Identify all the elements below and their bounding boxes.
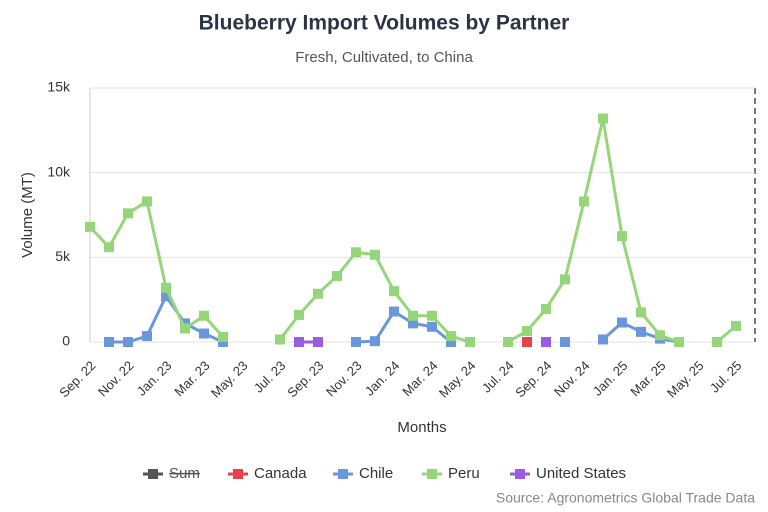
point — [218, 331, 228, 342]
point — [313, 288, 323, 299]
x-tick-label: Sep. 22 — [56, 358, 98, 400]
point — [636, 307, 646, 318]
point — [541, 303, 551, 314]
x-tick-label: Nov. 23 — [323, 358, 365, 400]
source: Source: Agronometrics Global Trade Data — [496, 490, 755, 506]
point — [313, 337, 323, 347]
y-axis-label: Volume (MT) — [19, 172, 36, 258]
point — [522, 337, 532, 347]
x-tick-label: Jul. 23 — [251, 358, 289, 396]
point — [104, 242, 114, 253]
point — [161, 282, 171, 293]
series-line — [278, 250, 471, 344]
point — [123, 208, 133, 219]
y-tick-label: 0 — [62, 333, 70, 349]
point — [503, 337, 513, 347]
point — [446, 331, 456, 342]
point — [389, 286, 399, 297]
point — [541, 337, 551, 347]
point — [161, 291, 171, 302]
x-tick-label: Mar. 23 — [171, 358, 212, 399]
x-tick-label: May. 25 — [664, 358, 707, 401]
x-tick-label: May. 24 — [436, 358, 479, 401]
point — [142, 331, 152, 342]
legend-label[interactable]: Canada — [254, 465, 307, 482]
legend-label[interactable]: Sum — [169, 465, 200, 482]
point — [294, 309, 304, 320]
point — [142, 196, 152, 207]
x-axis-label: Months — [397, 419, 446, 436]
point — [104, 337, 114, 347]
point — [712, 337, 722, 347]
point — [446, 337, 456, 347]
x-tick-label: May. 23 — [208, 358, 251, 401]
x-tick-label: Sep. 24 — [512, 358, 554, 400]
point — [655, 330, 665, 341]
point — [560, 274, 570, 285]
x-tick-label: Jul. 25 — [707, 358, 745, 396]
point — [199, 310, 209, 321]
point — [85, 221, 95, 232]
legend-label[interactable]: Chile — [359, 465, 393, 482]
point — [218, 337, 228, 347]
point — [123, 337, 133, 347]
x-tick-label: Jan. 23 — [134, 358, 175, 399]
x-tick-label: Nov. 24 — [551, 358, 593, 400]
x-tick-label: Nov. 22 — [95, 358, 137, 400]
y-tick-label: 10k — [47, 163, 71, 179]
point — [731, 320, 741, 331]
legend-swatch — [427, 469, 437, 479]
point — [560, 337, 570, 347]
x-tick-label: Mar. 25 — [627, 358, 668, 399]
point — [598, 334, 608, 345]
point — [408, 318, 418, 329]
x-tick-label: Jan. 24 — [362, 358, 403, 399]
x-tick-label: Jan. 25 — [590, 358, 631, 399]
legend-label[interactable]: Peru — [448, 465, 480, 482]
point — [427, 321, 437, 332]
point — [199, 328, 209, 339]
point — [370, 336, 380, 347]
point — [351, 247, 361, 258]
legend-swatch — [233, 469, 243, 479]
point — [522, 325, 532, 336]
point — [579, 196, 589, 207]
x-tick-label: Mar. 24 — [399, 358, 440, 399]
point — [617, 231, 627, 242]
chart-title: Blueberry Import Volumes by Partner — [199, 12, 570, 35]
point — [617, 317, 627, 328]
legend-swatch — [338, 469, 348, 479]
point — [275, 334, 285, 345]
y-tick-label: 15k — [47, 79, 71, 95]
point — [389, 306, 399, 317]
point — [351, 337, 361, 347]
point — [674, 337, 684, 347]
point — [427, 310, 437, 321]
point — [598, 113, 608, 124]
legend-label[interactable]: United States — [536, 465, 626, 482]
point — [465, 337, 475, 347]
point — [332, 270, 342, 281]
point — [180, 323, 190, 334]
legend-swatch — [515, 469, 525, 479]
point — [408, 310, 418, 321]
point — [180, 318, 190, 329]
x-tick-label: Jul. 24 — [479, 358, 517, 396]
series-line — [507, 116, 680, 344]
point — [370, 249, 380, 260]
chart-subtitle: Fresh, Cultivated, to China — [295, 49, 473, 66]
point — [294, 337, 304, 347]
x-tick-label: Sep. 23 — [284, 358, 326, 400]
y-tick-label: 5k — [55, 248, 71, 264]
point — [636, 326, 646, 337]
legend-swatch — [148, 469, 158, 479]
